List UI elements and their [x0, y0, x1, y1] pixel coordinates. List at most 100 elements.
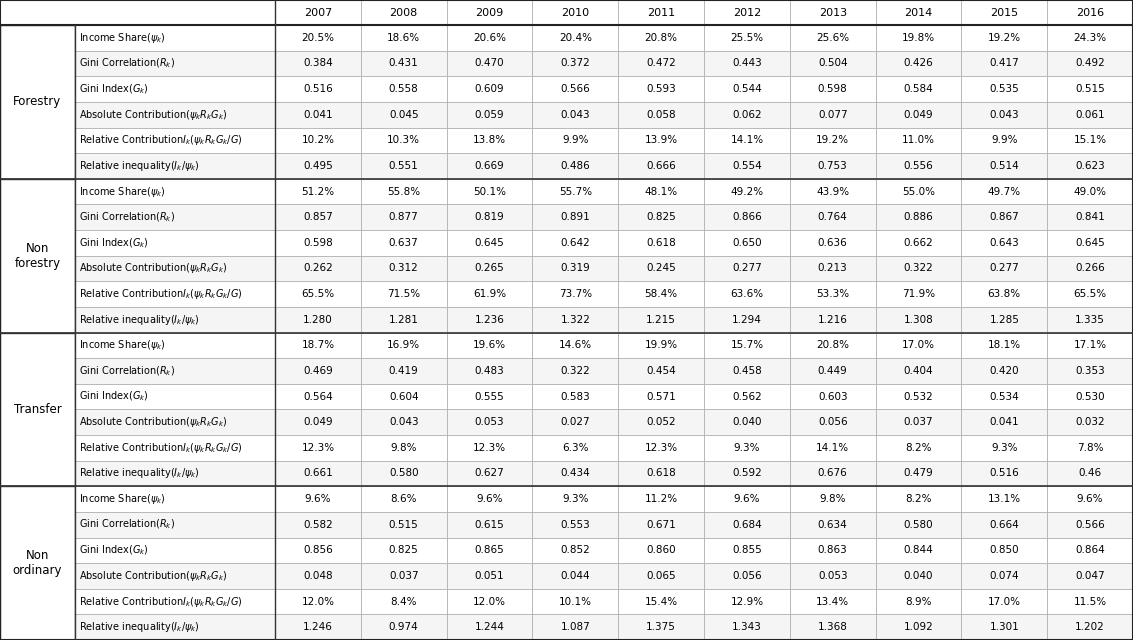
- Text: 49.7%: 49.7%: [988, 187, 1021, 196]
- Text: Gini Correlation($R_k$): Gini Correlation($R_k$): [79, 211, 176, 224]
- Bar: [446, 512, 533, 538]
- Bar: [1047, 76, 1133, 102]
- Bar: [360, 153, 446, 179]
- Bar: [619, 589, 704, 614]
- Text: 19.2%: 19.2%: [816, 135, 850, 145]
- Text: 0.045: 0.045: [389, 109, 418, 120]
- Bar: [876, 51, 962, 76]
- Text: 0.643: 0.643: [989, 238, 1020, 248]
- Bar: [446, 384, 533, 410]
- Text: Income Share($\psi_k$): Income Share($\psi_k$): [79, 339, 165, 352]
- Text: 1.281: 1.281: [389, 315, 418, 324]
- Bar: [275, 0, 360, 25]
- Bar: [275, 307, 360, 333]
- Text: 0.470: 0.470: [475, 58, 504, 68]
- Text: Absolute Contribution($\psi_k R_k G_k$): Absolute Contribution($\psi_k R_k G_k$): [79, 415, 228, 429]
- Bar: [533, 333, 619, 358]
- Bar: [1047, 435, 1133, 461]
- Text: 0.841: 0.841: [1075, 212, 1105, 222]
- Bar: [619, 486, 704, 512]
- Bar: [1047, 179, 1133, 204]
- Text: Relative Contribution$I_k$($\psi_k R_k G_k/G$): Relative Contribution$I_k$($\psi_k R_k G…: [79, 287, 242, 301]
- Text: 63.8%: 63.8%: [988, 289, 1021, 299]
- Text: 0.650: 0.650: [732, 238, 761, 248]
- Text: 1.301: 1.301: [989, 622, 1020, 632]
- Text: 0.866: 0.866: [732, 212, 761, 222]
- Text: 2013: 2013: [819, 8, 846, 17]
- Text: Relative inequality($I_k/\psi_k$): Relative inequality($I_k/\psi_k$): [79, 313, 199, 326]
- Bar: [790, 25, 876, 51]
- Text: 0.514: 0.514: [989, 161, 1020, 171]
- Text: 0.566: 0.566: [561, 84, 590, 94]
- Bar: [962, 25, 1047, 51]
- Bar: [275, 435, 360, 461]
- Bar: [876, 153, 962, 179]
- Text: 49.0%: 49.0%: [1074, 187, 1107, 196]
- Bar: [876, 0, 962, 25]
- Text: 0.065: 0.065: [646, 571, 676, 581]
- Bar: [75, 153, 275, 179]
- Text: Non
ordinary: Non ordinary: [12, 549, 62, 577]
- Text: 0.850: 0.850: [989, 545, 1019, 556]
- Text: 0.037: 0.037: [389, 571, 418, 581]
- Bar: [619, 281, 704, 307]
- Text: 0.562: 0.562: [732, 392, 761, 401]
- Text: 12.3%: 12.3%: [301, 443, 334, 453]
- Text: 0.483: 0.483: [475, 366, 504, 376]
- Text: Absolute Contribution($\psi_k R_k G_k$): Absolute Contribution($\psi_k R_k G_k$): [79, 569, 228, 583]
- Bar: [360, 461, 446, 486]
- Text: 8.2%: 8.2%: [905, 494, 931, 504]
- Bar: [1047, 204, 1133, 230]
- Bar: [533, 153, 619, 179]
- Bar: [962, 76, 1047, 102]
- Text: 1.087: 1.087: [561, 622, 590, 632]
- Text: 0.584: 0.584: [904, 84, 934, 94]
- Text: 0.516: 0.516: [303, 84, 333, 94]
- Bar: [75, 461, 275, 486]
- Text: 0.645: 0.645: [1075, 238, 1105, 248]
- Text: 0.454: 0.454: [646, 366, 676, 376]
- Text: 49.2%: 49.2%: [731, 187, 764, 196]
- Text: 0.431: 0.431: [389, 58, 418, 68]
- Text: 9.9%: 9.9%: [991, 135, 1017, 145]
- Text: 0.040: 0.040: [732, 417, 761, 427]
- Bar: [619, 435, 704, 461]
- Bar: [1047, 102, 1133, 127]
- Bar: [446, 102, 533, 127]
- Text: 0.583: 0.583: [561, 392, 590, 401]
- Bar: [1047, 614, 1133, 640]
- Text: 13.8%: 13.8%: [472, 135, 506, 145]
- Bar: [1047, 589, 1133, 614]
- Bar: [1047, 281, 1133, 307]
- Bar: [360, 410, 446, 435]
- Text: 0.580: 0.580: [389, 468, 418, 479]
- Bar: [533, 538, 619, 563]
- Text: 20.4%: 20.4%: [559, 33, 591, 43]
- Text: Income Share($\psi_k$): Income Share($\psi_k$): [79, 31, 165, 45]
- Text: 0.032: 0.032: [1075, 417, 1105, 427]
- Text: 9.6%: 9.6%: [1076, 494, 1104, 504]
- Bar: [962, 512, 1047, 538]
- Bar: [876, 461, 962, 486]
- Text: 0.664: 0.664: [989, 520, 1020, 530]
- Bar: [446, 563, 533, 589]
- Bar: [275, 512, 360, 538]
- Text: 0.615: 0.615: [475, 520, 504, 530]
- Bar: [275, 410, 360, 435]
- Text: 0.46: 0.46: [1079, 468, 1101, 479]
- Text: 0.844: 0.844: [904, 545, 934, 556]
- Bar: [533, 307, 619, 333]
- Bar: [360, 538, 446, 563]
- Text: 1.216: 1.216: [818, 315, 847, 324]
- Text: 65.5%: 65.5%: [301, 289, 334, 299]
- Text: 0.886: 0.886: [904, 212, 934, 222]
- Text: 2016: 2016: [1076, 8, 1105, 17]
- Bar: [704, 102, 790, 127]
- Text: 0.213: 0.213: [818, 264, 847, 273]
- Bar: [704, 614, 790, 640]
- Bar: [704, 179, 790, 204]
- Text: 13.9%: 13.9%: [645, 135, 678, 145]
- Bar: [75, 358, 275, 384]
- Text: 20.8%: 20.8%: [645, 33, 678, 43]
- Text: 0.037: 0.037: [904, 417, 934, 427]
